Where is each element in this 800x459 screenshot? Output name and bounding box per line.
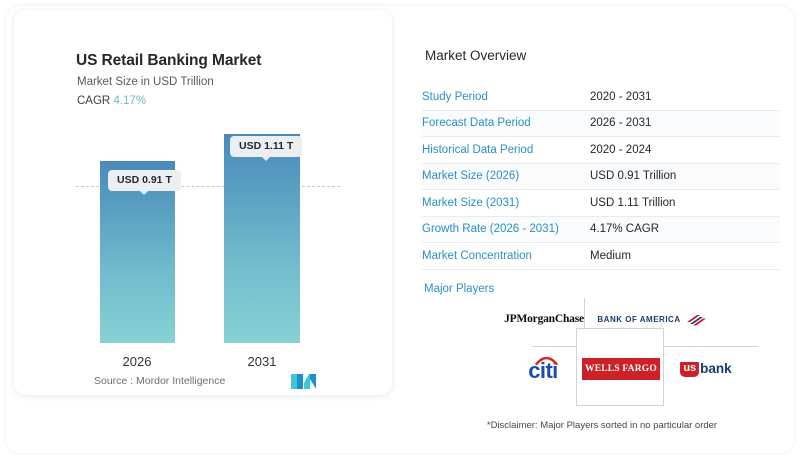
table-row: Market Size (2026) USD 0.91 Trillion — [422, 163, 780, 190]
major-players-logo-grid: JPMorganChase BANK OF AMERICA citi WELLS… — [504, 298, 758, 406]
bar-chart-plot: USD 0.91 T USD 1.11 T 2026 2031 — [14, 10, 392, 395]
citi-arc-icon — [534, 356, 558, 365]
row-value: Medium — [590, 249, 631, 262]
source-text: Source : Mordor Intelligence — [94, 375, 226, 387]
table-row: Market Concentration Medium — [422, 243, 780, 270]
logo-citi: citi — [512, 356, 574, 386]
row-label: Forecast Data Period — [422, 117, 531, 130]
grid-divider-vertical — [584, 298, 585, 346]
logo-us-bank: us bank — [668, 358, 744, 380]
market-overview-title: Market Overview — [425, 48, 527, 63]
mordor-intelligence-logo-icon — [291, 374, 316, 389]
major-players-label: Major Players — [424, 283, 495, 295]
value-label-2031: USD 1.11 T — [230, 136, 303, 161]
chart-subtitle: Market Size in USD Trillion — [77, 76, 214, 88]
logo-citi-text: citi — [528, 356, 558, 382]
table-row: Market Size (2031) USD 1.11 Trillion — [422, 190, 780, 217]
logo-wells-fargo: WELLS FARGO — [582, 358, 660, 380]
row-label: Market Concentration — [422, 249, 532, 262]
chart-title: US Retail Banking Market — [76, 52, 262, 69]
row-label: Study Period — [422, 90, 488, 103]
logo-wells-fargo-text: WELLS FARGO — [585, 364, 657, 374]
row-label: Historical Data Period — [422, 143, 534, 156]
row-label: Market Size (2026) — [422, 170, 520, 183]
cagr-value: 4.17% — [113, 95, 147, 107]
disclaimer-text: *Disclaimer: Major Players sorted in no … — [486, 420, 718, 431]
row-value: USD 0.91 Trillion — [590, 170, 677, 183]
market-overview-table: Study Period 2020 - 2031 Forecast Data P… — [422, 84, 780, 270]
table-row: Study Period 2020 - 2031 — [422, 84, 780, 111]
logo-us-bank-text: bank — [700, 361, 732, 377]
logo-us-bank-mark: us — [680, 361, 700, 377]
cagr-row: CAGR 4.17% — [77, 95, 146, 107]
table-row: Forecast Data Period 2026 - 2031 — [422, 110, 780, 137]
bar-2026 — [100, 161, 175, 343]
logo-bank-of-america: BANK OF AMERICA — [592, 308, 712, 330]
row-value: 2026 - 2031 — [590, 117, 652, 130]
row-value: 2020 - 2031 — [590, 90, 652, 103]
cagr-label: CAGR — [77, 95, 111, 107]
row-value: 4.17% CAGR — [590, 223, 660, 236]
reference-dashed-line — [76, 186, 340, 187]
row-value: 2020 - 2024 — [590, 143, 652, 156]
logo-bank-of-america-text: BANK OF AMERICA — [597, 314, 681, 324]
bar-2031 — [224, 134, 300, 343]
row-value: USD 1.11 Trillion — [590, 196, 676, 209]
row-label: Growth Rate (2026 - 2031) — [422, 223, 559, 236]
x-axis-label-2031: 2031 — [247, 354, 277, 369]
logo-jpmorganchase: JPMorganChase — [504, 313, 584, 325]
x-axis-label-2026: 2026 — [122, 354, 152, 369]
table-row: Historical Data Period 2020 - 2024 — [422, 137, 780, 164]
row-label: Market Size (2031) — [422, 196, 520, 209]
chart-card: US Retail Banking Market Market Size in … — [14, 10, 392, 395]
table-row: Growth Rate (2026 - 2031) 4.17% CAGR — [422, 216, 780, 243]
bank-of-america-flag-icon — [686, 314, 706, 325]
value-label-2026: USD 0.91 T — [108, 170, 181, 195]
